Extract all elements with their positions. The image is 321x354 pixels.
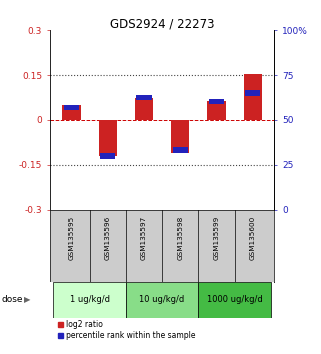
Bar [126, 282, 198, 318]
Bar [136, 95, 152, 100]
Bar [207, 101, 226, 120]
Text: GSM135600: GSM135600 [250, 216, 256, 260]
Bar [64, 105, 79, 110]
Bar [245, 90, 260, 96]
Text: 1 ug/kg/d: 1 ug/kg/d [70, 295, 109, 304]
Bar [244, 74, 262, 120]
Bar [63, 105, 81, 120]
Text: 10 ug/kg/d: 10 ug/kg/d [140, 295, 185, 304]
Text: GSM135596: GSM135596 [105, 216, 111, 260]
Text: GSM135595: GSM135595 [68, 216, 74, 260]
Bar [171, 120, 189, 153]
Text: GSM135599: GSM135599 [213, 216, 220, 260]
Text: GSM135598: GSM135598 [177, 216, 183, 260]
Text: dose: dose [2, 295, 23, 304]
Bar [99, 120, 117, 156]
Bar [135, 97, 153, 120]
Legend: log2 ratio, percentile rank within the sample: log2 ratio, percentile rank within the s… [58, 320, 196, 340]
Bar [53, 282, 126, 318]
Bar [198, 282, 271, 318]
Text: 1000 ug/kg/d: 1000 ug/kg/d [207, 295, 263, 304]
Bar [209, 99, 224, 104]
Bar [172, 147, 188, 153]
Title: GDS2924 / 22273: GDS2924 / 22273 [110, 17, 214, 30]
Text: GSM135597: GSM135597 [141, 216, 147, 260]
Text: ▶: ▶ [24, 295, 30, 304]
Bar [100, 153, 116, 159]
